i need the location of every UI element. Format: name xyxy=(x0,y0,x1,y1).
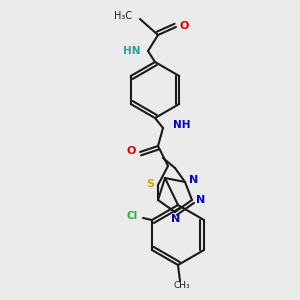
Text: N: N xyxy=(196,195,206,205)
Text: HN: HN xyxy=(124,46,141,56)
Text: Cl: Cl xyxy=(126,211,138,221)
Text: NH: NH xyxy=(173,120,190,130)
Text: CH₃: CH₃ xyxy=(174,281,190,290)
Text: H₃C: H₃C xyxy=(114,11,132,21)
Text: N: N xyxy=(189,175,199,185)
Text: S: S xyxy=(146,179,154,189)
Text: N: N xyxy=(171,214,181,224)
Text: O: O xyxy=(179,21,189,31)
Text: O: O xyxy=(126,146,136,156)
